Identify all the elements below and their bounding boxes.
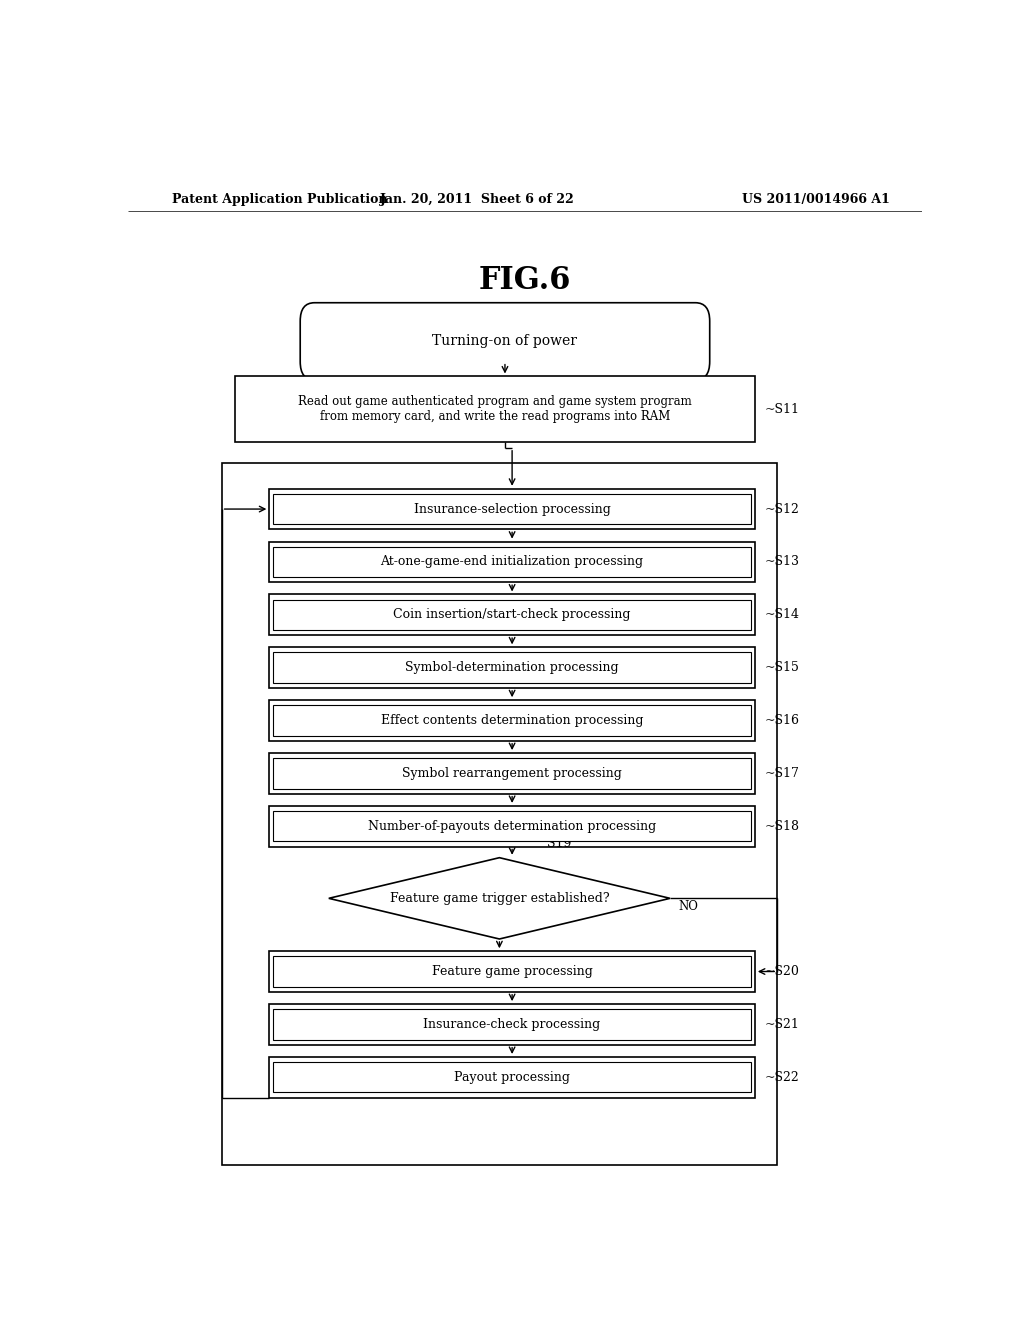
Text: Insurance-check processing: Insurance-check processing (424, 1018, 601, 1031)
Text: Patent Application Publication: Patent Application Publication (172, 193, 387, 206)
Text: Coin insertion/start-check processing: Coin insertion/start-check processing (393, 609, 631, 622)
Bar (221, 463, 777, 1164)
Text: Jan. 20, 2011  Sheet 6 of 22: Jan. 20, 2011 Sheet 6 of 22 (380, 193, 574, 206)
Bar (273, 652, 751, 682)
Bar (269, 700, 755, 741)
Text: US 2011/0014966 A1: US 2011/0014966 A1 (742, 193, 890, 206)
Bar (273, 546, 751, 577)
Text: Feature game trigger established?: Feature game trigger established? (389, 892, 609, 904)
Text: Payout processing: Payout processing (454, 1071, 570, 1084)
Bar (269, 647, 755, 688)
Bar (273, 1063, 751, 1093)
Text: S19: S19 (547, 837, 571, 850)
Bar (269, 805, 755, 846)
Text: Feature game processing: Feature game processing (432, 965, 593, 978)
Text: ~S16: ~S16 (765, 714, 800, 727)
Text: ~S21: ~S21 (765, 1018, 800, 1031)
Bar (269, 594, 755, 635)
Text: ~S14: ~S14 (765, 609, 800, 622)
Text: At-one-game-end initialization processing: At-one-game-end initialization processin… (381, 556, 644, 569)
Bar (273, 956, 751, 987)
Bar (273, 494, 751, 524)
Text: Turning-on of power: Turning-on of power (432, 334, 578, 348)
Bar (269, 952, 755, 991)
Text: FIG.6: FIG.6 (478, 265, 571, 296)
Text: ~S15: ~S15 (765, 661, 800, 675)
Text: Symbol-determination processing: Symbol-determination processing (406, 661, 618, 675)
Bar (273, 1008, 751, 1040)
Text: Effect contents determination processing: Effect contents determination processing (381, 714, 643, 727)
Text: Number-of-payouts determination processing: Number-of-payouts determination processi… (368, 820, 656, 833)
Text: ~S22: ~S22 (765, 1071, 799, 1084)
Text: ~S11: ~S11 (765, 403, 800, 416)
Bar (269, 541, 755, 582)
Bar (269, 1005, 755, 1044)
Bar (269, 1057, 755, 1097)
Bar (236, 376, 755, 442)
Bar (273, 810, 751, 841)
Bar (269, 488, 755, 529)
FancyBboxPatch shape (300, 302, 710, 380)
Text: Insurance-selection processing: Insurance-selection processing (414, 503, 610, 516)
Bar (273, 705, 751, 735)
Text: Read out game authenticated program and game system program
from memory card, an: Read out game authenticated program and … (298, 396, 692, 424)
Text: ~S12: ~S12 (765, 503, 800, 516)
Text: ~S13: ~S13 (765, 556, 800, 569)
Text: ~S20: ~S20 (765, 965, 800, 978)
Text: ~S18: ~S18 (765, 820, 800, 833)
Bar (273, 758, 751, 788)
Text: Symbol rearrangement processing: Symbol rearrangement processing (402, 767, 622, 780)
Bar (269, 752, 755, 793)
Text: ~S17: ~S17 (765, 767, 800, 780)
Bar (273, 599, 751, 630)
Polygon shape (329, 858, 670, 939)
Text: NO: NO (678, 900, 697, 913)
Text: YES: YES (487, 961, 512, 974)
